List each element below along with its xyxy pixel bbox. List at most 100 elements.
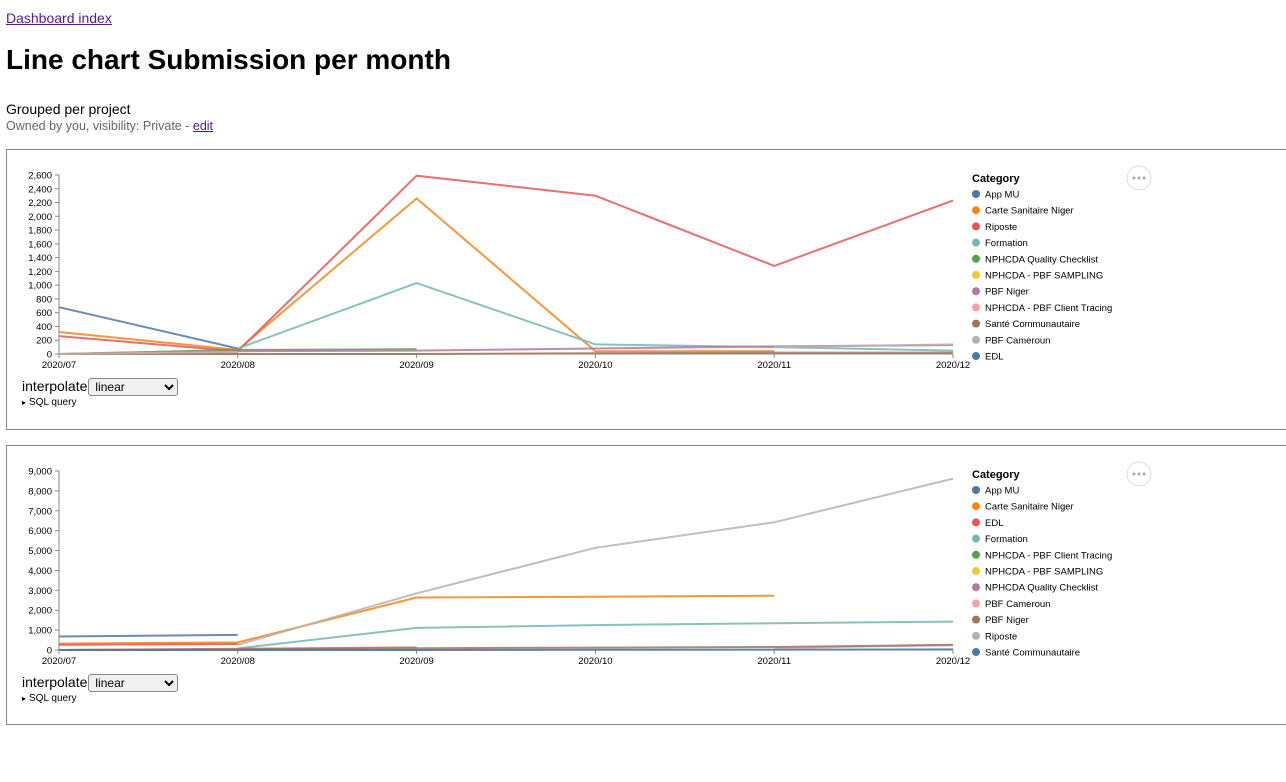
legend-swatch xyxy=(972,319,980,328)
legend-swatch xyxy=(972,631,980,640)
legend-label: Santé Communautaire xyxy=(985,319,1080,330)
y-tick-label: 4,000 xyxy=(28,566,52,577)
y-tick-label: 200 xyxy=(36,336,52,347)
legend-swatch xyxy=(972,518,980,527)
y-tick-label: 0 xyxy=(47,350,52,361)
legend-swatch xyxy=(972,206,980,215)
disclosure-triangle-icon: ▸ xyxy=(22,398,27,407)
series-line xyxy=(237,282,954,352)
ownership-text: Owned by you, visibility: Private - xyxy=(6,119,193,133)
y-tick-label: 2,000 xyxy=(28,212,52,223)
legend-swatch xyxy=(972,190,980,198)
y-tick-label: 6,000 xyxy=(28,526,52,537)
line-chart-1: 0 200 400 600 800 1,000 1,200 1,400 1,600 1,800 2,… xyxy=(28,165,1152,371)
legend-label: App MU xyxy=(985,486,1019,497)
y-tick-label: 3,000 xyxy=(28,586,52,597)
series-line xyxy=(58,197,775,353)
x-tick-label: 2020/09 xyxy=(399,360,433,371)
legend-swatch xyxy=(972,335,980,344)
sql-query-toggle[interactable]: ▸ SQL query xyxy=(22,693,76,704)
legend-swatch xyxy=(972,502,980,511)
y-tick-label: 5,000 xyxy=(28,546,52,557)
interpolate-select[interactable]: linear xyxy=(88,378,179,396)
y-tick-label: 1,000 xyxy=(28,626,52,637)
legend-label: NPHCDA - PBF SAMPLING xyxy=(985,271,1103,282)
legend-swatch xyxy=(972,534,980,543)
y-tick-label: 8,000 xyxy=(28,486,52,497)
legend-label: Riposte xyxy=(985,222,1017,233)
legend-swatch xyxy=(972,303,980,312)
legend-swatch xyxy=(972,583,980,592)
y-tick-label: 800 xyxy=(36,294,52,305)
line-chart-2: 0 1,000 2,000 3,000 4,000 5,000 6,000 7,000 8,00… xyxy=(28,461,1152,667)
dashboard-index-link[interactable]: Dashboard index xyxy=(6,10,112,26)
interpolate-control: interpolate linear xyxy=(22,674,179,692)
y-tick-label: 1,200 xyxy=(28,267,52,278)
y-tick-label: 600 xyxy=(36,308,52,319)
page-title: Line chart Submission per month xyxy=(6,44,451,75)
disclosure-triangle-icon: ▸ xyxy=(22,694,27,703)
legend-label: NPHCDA Quality Checklist xyxy=(985,583,1098,594)
y-tick-label: 2,400 xyxy=(28,184,52,195)
legend-label: NPHCDA Quality Checklist xyxy=(985,254,1098,265)
legend-label: PBF Niger xyxy=(985,615,1029,626)
legend-swatch xyxy=(972,648,980,656)
y-tick-label: 1,800 xyxy=(28,226,52,237)
ellipsis-dot-icon xyxy=(1137,176,1141,180)
legend-label: NPHCDA - PBF SAMPLING xyxy=(985,567,1103,578)
legend-swatch xyxy=(972,352,980,360)
ellipsis-dot-icon xyxy=(1137,472,1141,476)
x-tick-label: 2020/08 xyxy=(221,360,255,371)
y-tick-label: 1,400 xyxy=(28,253,52,264)
legend-label: Carte Sanitaire Niger xyxy=(985,502,1074,513)
legend-label: App MU xyxy=(985,190,1019,201)
edit-link[interactable]: edit xyxy=(192,119,214,133)
legend-label: NPHCDA - PBF Client Tracing xyxy=(985,550,1112,561)
interpolate-label: interpolate xyxy=(22,378,88,394)
sql-query-toggle[interactable]: ▸ SQL query xyxy=(22,397,76,408)
sql-query-label: SQL query xyxy=(29,693,77,704)
legend-label: Formation xyxy=(985,238,1028,249)
legend-label: EDL xyxy=(985,518,1003,529)
x-tick-label: 2020/12 xyxy=(936,360,970,371)
legend-label: Riposte xyxy=(985,631,1017,642)
x-tick-label: 2020/07 xyxy=(42,656,76,667)
series-line xyxy=(774,343,954,349)
series-line xyxy=(58,174,954,353)
y-tick-label: 400 xyxy=(36,322,52,333)
x-tick-label: 2020/11 xyxy=(757,360,791,371)
chart-actions-menu-button[interactable] xyxy=(1126,461,1152,487)
ellipsis-dot-icon xyxy=(1142,176,1146,180)
legend-title: Category xyxy=(972,173,1021,185)
legend-label: PBF Cameroun xyxy=(985,599,1050,610)
y-tick-label: 0 xyxy=(47,646,52,657)
y-tick-label: 7,000 xyxy=(28,506,52,517)
chart-panel-1: 0 200 400 600 800 1,000 1,200 1,400 1,600 1,800 2,… xyxy=(6,149,1286,430)
legend-swatch xyxy=(972,567,980,575)
legend-label: PBF Cameroun xyxy=(985,335,1050,346)
page-description: Grouped per project xyxy=(6,101,131,117)
series-line xyxy=(237,477,954,646)
legend-swatch xyxy=(972,550,980,559)
legend-label: PBF Niger xyxy=(985,287,1029,298)
x-tick-label: 2020/10 xyxy=(578,656,612,667)
y-tick-label: 2,600 xyxy=(28,171,52,182)
legend-label: Santé Communautaire xyxy=(985,648,1080,659)
series-line xyxy=(59,648,954,651)
legend-swatch xyxy=(972,486,980,494)
legend-swatch xyxy=(972,271,980,279)
series-line xyxy=(58,643,238,646)
y-tick-label: 1,600 xyxy=(28,239,52,250)
interpolate-select[interactable]: linear xyxy=(88,674,179,692)
x-tick-label: 2020/08 xyxy=(221,656,255,667)
ellipsis-dot-icon xyxy=(1132,176,1136,180)
legend-label: Formation xyxy=(985,534,1028,545)
interpolate-control: interpolate linear xyxy=(22,378,179,396)
series-line xyxy=(58,306,239,350)
x-tick-label: 2020/10 xyxy=(578,360,612,371)
chart-actions-menu-button[interactable] xyxy=(1126,165,1152,191)
series-line xyxy=(58,594,775,645)
legend-swatch xyxy=(972,615,980,624)
legend-label: EDL xyxy=(985,352,1003,363)
y-tick-label: 1,000 xyxy=(28,281,52,292)
